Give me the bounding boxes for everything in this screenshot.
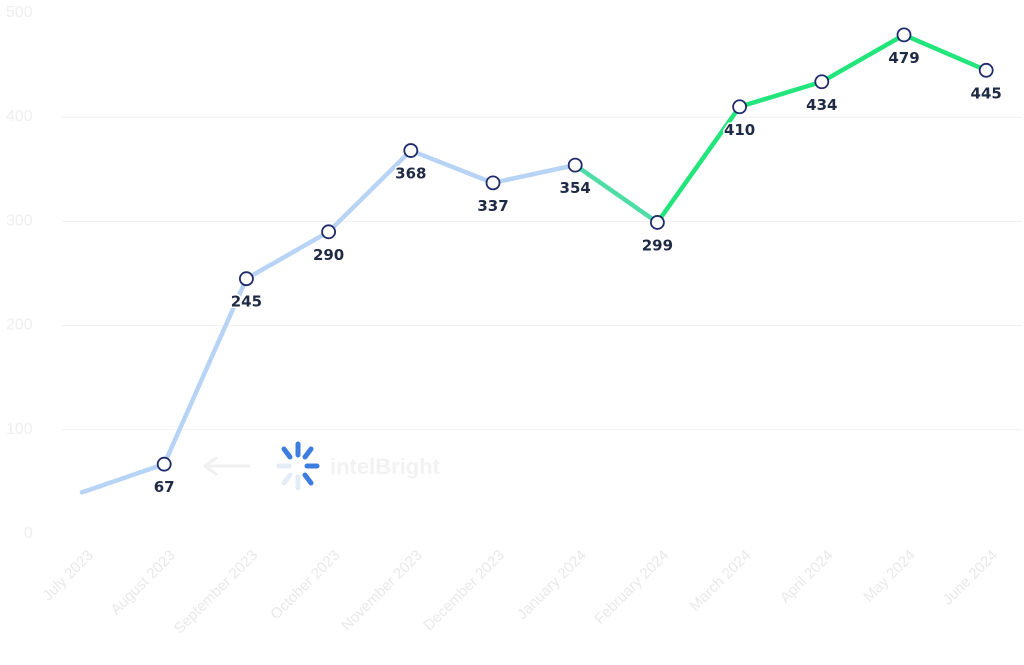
y-tick-label: 0 [24,525,33,542]
x-tick-label: June 2024 [939,547,1001,609]
line-segment [326,148,414,235]
y-tick-label: 500 [6,4,33,21]
y-tick-label: 100 [6,421,33,438]
data-point[interactable] [567,157,583,173]
data-label: 245 [231,293,262,311]
line-segment [408,148,496,186]
x-tick-label: August 2023 [107,547,179,619]
markers [156,27,994,472]
line-segment [161,276,249,467]
data-label: 299 [642,236,673,254]
line-segment [819,32,907,85]
line-segment [901,32,989,73]
data-label: 290 [313,246,344,264]
x-tick-label: May 2024 [860,547,919,606]
data-point[interactable] [485,175,501,191]
watermark-text: intelBright [330,454,441,479]
line-segment [572,162,660,225]
x-tick-label: January 2024 [514,547,590,623]
data-point[interactable] [650,215,665,230]
x-tick-label: December 2023 [420,547,507,634]
data-point[interactable] [814,74,830,90]
data-point[interactable] [156,456,172,472]
line-series [79,32,989,495]
x-tick-label: July 2023 [39,547,96,604]
line-segment [79,461,167,495]
data-label: 67 [154,478,175,496]
line-segment [244,229,331,281]
line-segment [490,162,578,186]
data-label: 410 [724,121,755,139]
data-labels: 67 245 290 368 337 354 299 410 434 479 445 [152,47,1003,497]
data-label: 337 [477,197,508,215]
y-tick-label: 400 [6,108,33,125]
data-point[interactable] [321,224,337,240]
data-point[interactable] [896,27,912,43]
data-label: 479 [888,49,919,67]
data-label: 445 [971,84,1002,102]
y-axis: 0 100 200 300 400 500 [6,4,33,542]
x-tick-label: April 2024 [777,547,837,607]
line-segment [655,104,742,225]
data-point[interactable] [238,271,254,287]
y-tick-label: 200 [6,317,33,334]
data-point[interactable] [978,62,994,78]
x-tick-label: February 2024 [591,547,672,628]
line-segment [737,79,825,110]
data-point[interactable] [403,143,419,158]
data-label: 434 [806,96,837,114]
x-tick-label: March 2024 [686,547,754,615]
arrow-left-icon [203,456,250,476]
watermark: intelBright [203,441,441,491]
x-tick-label: October 2023 [267,547,343,623]
grid-layer [62,116,1022,431]
data-label: 354 [560,179,591,197]
x-tick-label: September 2023 [171,547,261,637]
spinner-logo-icon [276,441,320,491]
data-label: 368 [395,165,426,183]
x-tick-label: November 2023 [338,547,425,634]
data-point[interactable] [732,99,747,115]
y-tick-label: 300 [6,212,33,229]
